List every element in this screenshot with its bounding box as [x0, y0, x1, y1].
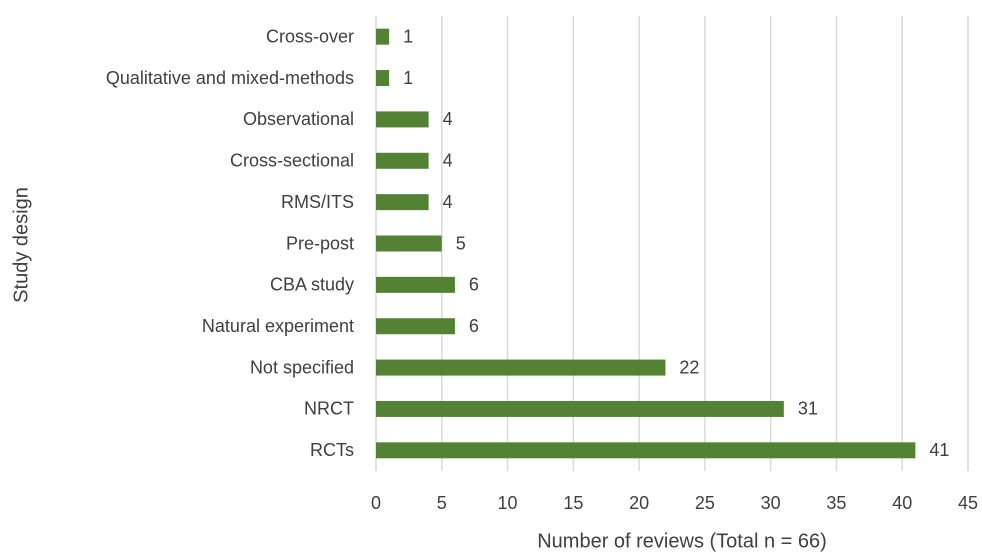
data-label: 31	[798, 399, 818, 419]
data-label: 6	[469, 275, 479, 295]
y-tick-label: Pre-post	[286, 233, 354, 253]
bar	[376, 70, 390, 87]
x-tick-label: 20	[629, 493, 649, 513]
bar	[376, 442, 916, 459]
y-axis-title: Study design	[10, 187, 32, 303]
data-label: 41	[929, 440, 949, 460]
bar	[376, 318, 455, 335]
data-label: 5	[456, 233, 466, 253]
x-tick-label: 5	[437, 493, 447, 513]
data-label: 4	[443, 192, 453, 212]
y-tick-label: Natural experiment	[202, 316, 354, 336]
x-tick-label: 45	[958, 493, 978, 513]
data-label: 22	[679, 357, 699, 377]
data-label: 4	[443, 151, 453, 171]
bar	[376, 235, 442, 252]
y-tick-label: RCTs	[310, 440, 354, 460]
bar	[376, 111, 429, 128]
y-tick-label: Observational	[243, 109, 354, 129]
bar	[376, 152, 429, 169]
data-label: 1	[403, 26, 413, 46]
bar	[376, 276, 455, 293]
x-tick-label: 0	[371, 493, 381, 513]
x-axis-title: Number of reviews (Total n = 66)	[537, 530, 827, 552]
bar	[376, 194, 429, 211]
data-label: 1	[403, 68, 413, 88]
data-label: 6	[469, 316, 479, 336]
y-tick-label: RMS/ITS	[281, 192, 354, 212]
y-tick-label: NRCT	[304, 399, 354, 419]
x-tick-label: 25	[695, 493, 715, 513]
y-tick-label: Cross-sectional	[230, 151, 354, 171]
y-tick-label: Qualitative and mixed-methods	[106, 68, 354, 88]
bar	[376, 28, 390, 45]
y-tick-label: CBA study	[270, 275, 354, 295]
data-label: 4	[443, 109, 453, 129]
y-tick-label: Cross-over	[266, 26, 354, 46]
x-tick-label: 10	[498, 493, 518, 513]
x-tick-label: 15	[563, 493, 583, 513]
x-tick-label: 35	[826, 493, 846, 513]
x-tick-label: 40	[892, 493, 912, 513]
x-tick-label: 30	[761, 493, 781, 513]
y-tick-label: Not specified	[250, 357, 354, 377]
bar	[376, 400, 784, 417]
bar	[376, 359, 666, 376]
